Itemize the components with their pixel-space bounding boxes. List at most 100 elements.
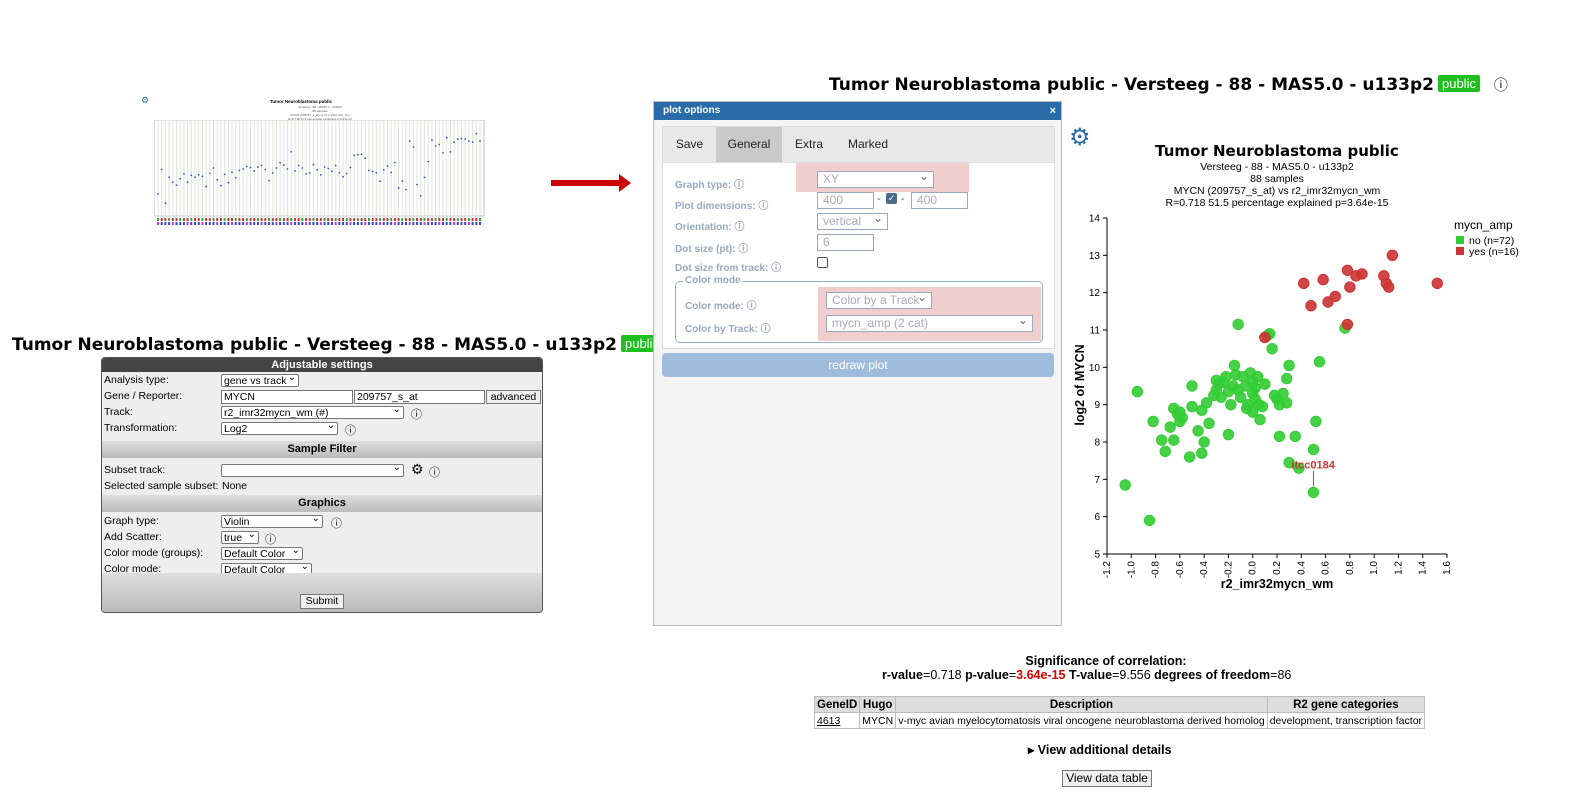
- data-point-no[interactable]: [1147, 415, 1159, 428]
- tab-marked[interactable]: Marked: [847, 137, 888, 151]
- data-point-no[interactable]: [1155, 434, 1168, 446]
- data-point-no[interactable]: [1222, 428, 1235, 441]
- data-point-no[interactable]: [1254, 413, 1266, 426]
- data-point-yes[interactable]: [1431, 277, 1443, 290]
- data-point-no[interactable]: [1131, 385, 1144, 398]
- data-point-yes[interactable]: [1356, 268, 1368, 280]
- data-point-yes[interactable]: [1305, 300, 1317, 312]
- dlg-color-mode-select[interactable]: Color by a Track: [826, 290, 932, 309]
- plot-settings-gear-icon[interactable]: ⚙: [1069, 124, 1091, 151]
- tab-extra[interactable]: Extra: [794, 137, 823, 151]
- subset-info-icon[interactable]: ⓘ: [429, 467, 440, 479]
- thumbnail-sample-bar: [327, 218, 330, 221]
- data-point-no[interactable]: [1186, 400, 1198, 413]
- view-data-table-button[interactable]: View data table: [1062, 770, 1152, 787]
- plot-height-input[interactable]: 400: [911, 192, 968, 209]
- close-icon[interactable]: ×: [1049, 105, 1056, 117]
- data-point-yes[interactable]: [1341, 318, 1354, 331]
- redraw-plot-button[interactable]: redraw plot: [662, 353, 1054, 377]
- data-point-no[interactable]: [1256, 400, 1269, 413]
- orientation-select[interactable]: vertical: [817, 211, 888, 230]
- thumbnail-sample-bar: [419, 222, 422, 225]
- data-point-yes[interactable]: [1298, 277, 1310, 290]
- subset-gear-icon[interactable]: ⚙: [411, 461, 424, 477]
- data-point-no[interactable]: [1186, 380, 1198, 392]
- data-point-no[interactable]: [1174, 406, 1186, 418]
- data-point-no[interactable]: [1183, 451, 1196, 463]
- data-point-no[interactable]: [1168, 434, 1180, 446]
- transformation-select[interactable]: Log2: [221, 422, 338, 435]
- reporter-input[interactable]: 209757_s_at: [354, 390, 485, 404]
- data-point-no[interactable]: [1213, 378, 1225, 390]
- dot-size-input[interactable]: 6: [817, 234, 874, 251]
- data-point-no[interactable]: [1273, 430, 1286, 443]
- data-point-no[interactable]: [1268, 389, 1281, 402]
- data-point-no[interactable]: [1196, 447, 1208, 459]
- dlg-graph-type-select[interactable]: XY: [817, 169, 934, 188]
- data-point-no[interactable]: [1159, 445, 1171, 458]
- data-point-yes[interactable]: [1329, 290, 1341, 303]
- data-point-no[interactable]: [1281, 372, 1293, 385]
- data-point-yes[interactable]: [1383, 281, 1395, 293]
- data-point-no[interactable]: [1119, 479, 1131, 491]
- view-additional-details[interactable]: ▸ View additional details: [1028, 743, 1172, 757]
- data-point-no[interactable]: [1289, 430, 1301, 443]
- analysis-type-select[interactable]: gene vs track: [221, 374, 299, 387]
- data-point-no[interactable]: [1234, 391, 1247, 403]
- color-track-select[interactable]: mycn_amp (2 cat): [826, 313, 1033, 332]
- thumbnail-point: [401, 180, 404, 183]
- track-info-icon[interactable]: ⓘ: [411, 409, 422, 421]
- data-point-yes[interactable]: [1317, 273, 1329, 286]
- advanced-button[interactable]: advanced: [486, 390, 541, 404]
- data-point-yes[interactable]: [1259, 331, 1271, 344]
- color-mode-groups-select[interactable]: Default Color: [221, 547, 303, 560]
- data-point-yes[interactable]: [1386, 249, 1399, 262]
- data-point-no[interactable]: [1232, 318, 1244, 331]
- tab-general[interactable]: General: [716, 127, 782, 162]
- data-point-no[interactable]: [1200, 397, 1213, 409]
- thumbnail-sample-bar: [208, 222, 211, 225]
- plot-width-input[interactable]: 400: [817, 192, 874, 209]
- data-point-no[interactable]: [1313, 356, 1326, 368]
- gene-id-link[interactable]: 4613: [813, 712, 861, 729]
- submit-button[interactable]: Submit: [300, 594, 344, 609]
- data-point-yes[interactable]: [1344, 281, 1356, 293]
- thumbnail-sample-bar: [260, 222, 263, 225]
- data-point-no[interactable]: [1310, 415, 1322, 428]
- data-point-no[interactable]: [1203, 417, 1215, 430]
- lock-ratio-checkbox[interactable]: ✓: [886, 193, 897, 204]
- dot-size-track-checkbox[interactable]: [817, 257, 828, 268]
- data-point-no[interactable]: [1164, 421, 1176, 433]
- x-tick-label: 0.6: [1321, 561, 1332, 575]
- data-point-no[interactable]: [1283, 359, 1295, 372]
- data-point-no[interactable]: [1143, 514, 1156, 527]
- thumbnail-sample-bar: [293, 222, 296, 225]
- data-point-no[interactable]: [1198, 436, 1210, 448]
- data-point-no[interactable]: [1307, 486, 1320, 499]
- data-point-no[interactable]: [1240, 402, 1253, 415]
- graph-type-info-icon[interactable]: ⓘ: [331, 518, 342, 530]
- transformation-info-icon[interactable]: ⓘ: [345, 425, 356, 437]
- data-point-no[interactable]: [1247, 376, 1259, 388]
- add-scatter-info-icon[interactable]: ⓘ: [265, 534, 276, 546]
- data-point-yes[interactable]: [1341, 264, 1354, 276]
- data-point-no[interactable]: [1283, 456, 1295, 469]
- tab-save[interactable]: Save: [675, 137, 704, 151]
- data-point-no[interactable]: [1192, 425, 1204, 437]
- data-point-no[interactable]: [1281, 397, 1293, 409]
- scatter-chart: 5 6 7 8 9 10 11 12 13 14 -1.2 -1.0 -0.8 -0.6 -0.4 -0.2 0…: [1073, 214, 1519, 592]
- data-point-no[interactable]: [1249, 393, 1261, 405]
- graph-type-select[interactable]: Violin: [221, 515, 323, 528]
- data-point-no[interactable]: [1266, 342, 1278, 355]
- data-point-no[interactable]: [1225, 398, 1237, 411]
- data-point-no[interactable]: [1307, 443, 1320, 456]
- thumbnail-sample-bar: [290, 218, 293, 221]
- data-point-no[interactable]: [1293, 462, 1305, 474]
- data-point-no[interactable]: [1228, 359, 1241, 372]
- data-point-no[interactable]: [1259, 378, 1271, 390]
- right-info-icon[interactable]: ⓘ: [1493, 78, 1508, 94]
- gene-input[interactable]: MYCN: [221, 390, 353, 404]
- track-select[interactable]: r2_imr32mycn_wm (#): [221, 406, 404, 419]
- subset-track-select[interactable]: [221, 464, 404, 477]
- add-scatter-select[interactable]: true: [221, 531, 259, 544]
